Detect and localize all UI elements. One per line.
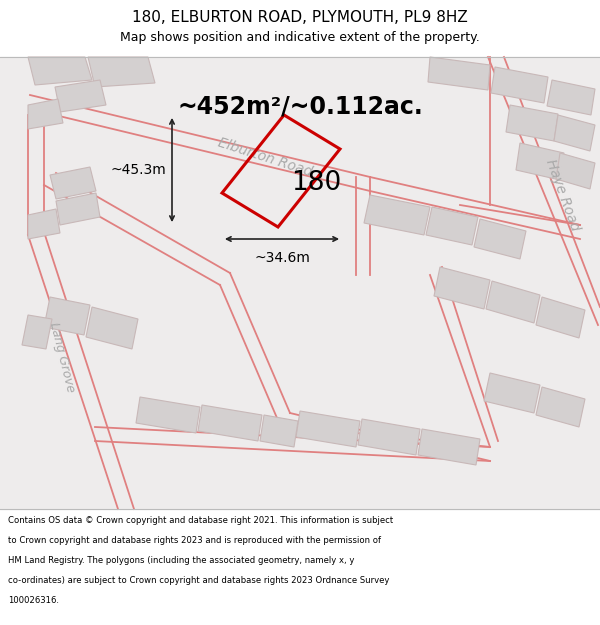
Polygon shape [491,67,548,103]
Polygon shape [536,387,585,427]
Polygon shape [22,315,52,349]
Polygon shape [364,195,430,235]
Polygon shape [88,57,155,87]
Text: 180, ELBURTON ROAD, PLYMOUTH, PL9 8HZ: 180, ELBURTON ROAD, PLYMOUTH, PL9 8HZ [132,11,468,26]
Text: Map shows position and indicative extent of the property.: Map shows position and indicative extent… [120,31,480,44]
Text: Haye Road: Haye Road [542,158,581,232]
Polygon shape [536,297,585,338]
Polygon shape [474,219,526,259]
Polygon shape [428,57,490,90]
Polygon shape [28,57,92,85]
Text: ~34.6m: ~34.6m [254,251,310,265]
Polygon shape [434,267,490,309]
Polygon shape [44,297,90,335]
Text: to Crown copyright and database rights 2023 and is reproduced with the permissio: to Crown copyright and database rights 2… [8,536,381,545]
Text: Lang Grove: Lang Grove [47,321,77,394]
Polygon shape [86,307,138,349]
Bar [0,57,600,509]
Polygon shape [554,115,595,151]
Polygon shape [506,105,558,141]
Polygon shape [50,167,96,199]
Text: ~45.3m: ~45.3m [110,163,166,177]
Text: co-ordinates) are subject to Crown copyright and database rights 2023 Ordnance S: co-ordinates) are subject to Crown copyr… [8,576,389,585]
Polygon shape [28,99,63,129]
Text: Elburton Road: Elburton Road [216,135,314,179]
Polygon shape [486,281,540,323]
Polygon shape [55,80,106,112]
Text: 100026316.: 100026316. [8,596,59,605]
Polygon shape [260,415,298,447]
Polygon shape [198,405,262,441]
Polygon shape [296,411,360,447]
Polygon shape [28,209,60,239]
Polygon shape [358,419,420,455]
Polygon shape [547,80,595,115]
Text: Contains OS data © Crown copyright and database right 2021. This information is : Contains OS data © Crown copyright and d… [8,516,393,525]
Text: 180: 180 [291,170,341,196]
Polygon shape [484,373,540,413]
Polygon shape [418,429,480,465]
Text: ~452m²/~0.112ac.: ~452m²/~0.112ac. [177,95,423,119]
Text: HM Land Registry. The polygons (including the associated geometry, namely x, y: HM Land Registry. The polygons (includin… [8,556,355,565]
Polygon shape [516,143,564,180]
Polygon shape [556,153,595,189]
Polygon shape [426,207,478,245]
Polygon shape [56,193,100,225]
Polygon shape [136,397,200,433]
